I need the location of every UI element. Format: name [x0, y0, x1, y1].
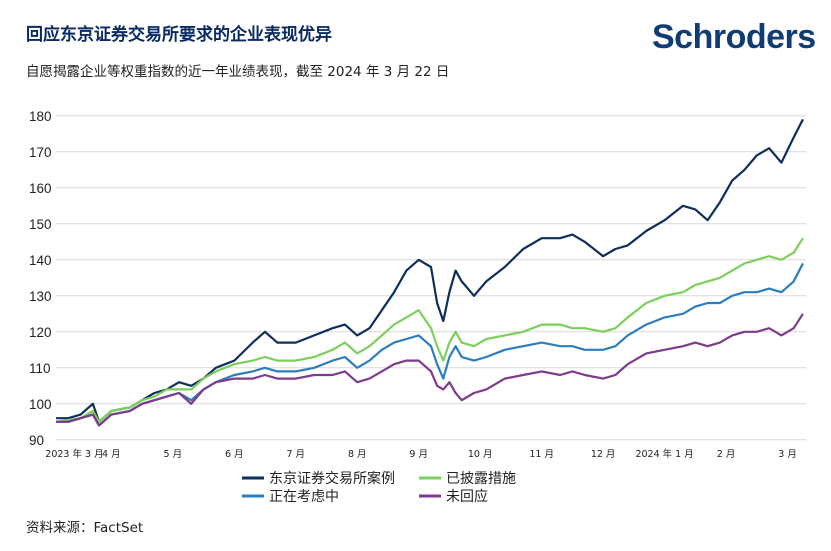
- legend-label-4: 未回应: [446, 488, 488, 505]
- y-tick-label: 90: [29, 433, 44, 448]
- x-tick-label: 2023 年 3 月: [45, 448, 103, 460]
- series-line-2: [55, 237, 804, 423]
- schroders-logo: Schroders: [652, 18, 816, 56]
- x-tick-label: 2024 年 1 月: [635, 448, 693, 460]
- legend-label-3: 正在考虑中: [269, 489, 339, 505]
- x-tick-label: 8 月: [348, 449, 367, 460]
- chart-subtitle: 自愿揭露企业等权重指数的近一年业绩表现，截至 2024 年 3 月 22 日: [26, 64, 450, 80]
- series-lines: [55, 118, 804, 427]
- x-tick-label: 7 月: [286, 449, 305, 460]
- y-tick-label: 150: [29, 217, 52, 232]
- x-tick-label: 11 月: [529, 449, 554, 460]
- x-tick-label: 5 月: [164, 449, 183, 460]
- x-tick-label: 3 月: [778, 449, 797, 460]
- y-axis-ticks: 90 100 110 120 130 140 150 160 170 180: [29, 109, 52, 448]
- y-tick-label: 170: [29, 145, 52, 160]
- x-tick-label: 10 月: [468, 449, 493, 460]
- legend-label-2: 已披露措施: [446, 471, 516, 487]
- x-axis-ticks: 2023 年 3 月4 月 5 月 6 月 7 月 8 月 9 月 10 月 11 月 12 月…: [45, 448, 797, 460]
- legend-label-1: 东京证券交易所案例: [269, 470, 395, 487]
- x-tick-label: 2 月: [717, 449, 736, 460]
- series-line-1: [56, 118, 804, 423]
- y-tick-label: 110: [29, 361, 51, 376]
- y-tick-label: 180: [29, 109, 52, 124]
- x-tick-label: 4 月: [102, 449, 121, 460]
- y-tick-label: 120: [29, 325, 52, 340]
- grid-lines: [56, 115, 806, 441]
- y-tick-label: 160: [29, 181, 52, 196]
- y-tick-label: 100: [29, 397, 52, 412]
- y-tick-label: 140: [29, 253, 52, 268]
- x-tick-label: 9 月: [409, 449, 428, 460]
- source-note: 资料来源：FactSet: [26, 520, 144, 536]
- x-tick-label: 6 月: [225, 449, 244, 460]
- chart-title: 回应东京证券交易所要求的企业表现优异: [26, 25, 332, 45]
- series-line-4: [56, 313, 804, 427]
- y-tick-label: 130: [29, 289, 52, 304]
- x-tick-label: 12 月: [591, 449, 616, 460]
